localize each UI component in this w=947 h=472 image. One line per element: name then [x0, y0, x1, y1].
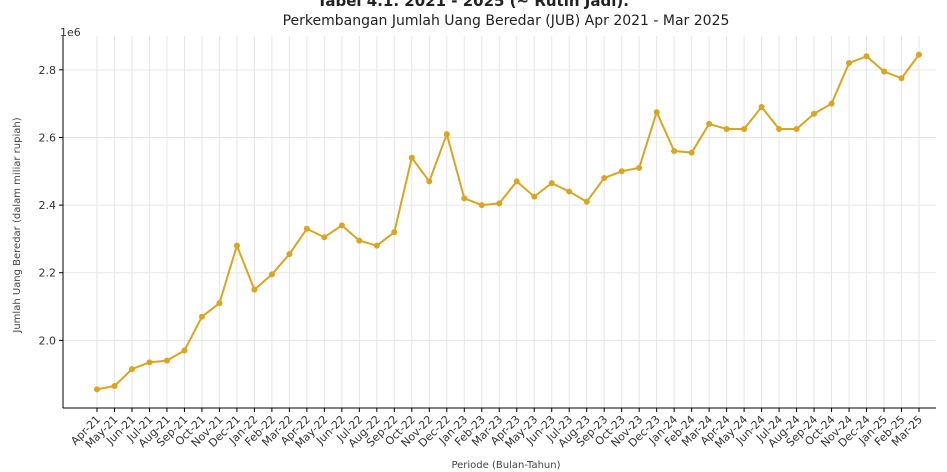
series-line [96, 54, 920, 391]
data-point [496, 200, 503, 207]
data-point [618, 168, 625, 175]
data-point [233, 242, 240, 249]
y-axis-label: Jumlah Uang Beredar (dalam miliar rupiah… [12, 117, 23, 333]
data-point [671, 147, 678, 154]
data-point [268, 271, 275, 278]
y-tick-label: 2.8 [39, 64, 57, 77]
data-point [583, 198, 590, 205]
data-point [531, 193, 538, 200]
data-point [338, 222, 345, 229]
data-point [478, 202, 485, 209]
data-point [163, 357, 170, 364]
tick-labels: 2.02.22.42.62.8Apr-21May-21Jun-21Jul-21A… [39, 64, 926, 451]
y-tick-label: 2.0 [39, 334, 57, 347]
data-point [793, 126, 800, 132]
data-point [146, 359, 153, 366]
data-point [303, 225, 310, 232]
data-point [181, 347, 188, 354]
data-point [723, 126, 730, 132]
data-point [898, 75, 905, 82]
data-point [881, 68, 888, 75]
data-point [706, 120, 713, 127]
data-point [566, 188, 573, 195]
y-offset-label: 1e6 [60, 26, 81, 39]
data-point [758, 104, 765, 111]
data-point [94, 386, 100, 393]
data-point [426, 178, 433, 185]
data-point [601, 175, 608, 182]
data-point [636, 164, 643, 171]
data-point [373, 242, 380, 249]
y-tick-label: 2.4 [39, 199, 57, 212]
data-point [286, 251, 293, 258]
data-point [128, 366, 135, 373]
data-point [198, 313, 205, 320]
data-point [688, 149, 695, 156]
data-point [548, 180, 555, 187]
data-point [408, 154, 415, 161]
data-point [461, 195, 468, 202]
data-point [776, 126, 783, 132]
grid-lines [63, 36, 936, 408]
y-tick-label: 2.2 [39, 267, 57, 280]
chart-title: Perkembangan Jumlah Uang Beredar (JUB) A… [283, 13, 730, 29]
data-point [356, 237, 363, 244]
data-point [741, 126, 748, 132]
data-point [846, 60, 853, 67]
data-point [653, 109, 660, 116]
data-point [443, 131, 450, 138]
data-point [321, 234, 328, 241]
data-point [513, 178, 520, 185]
data-point [391, 229, 398, 236]
data-point [216, 300, 223, 307]
data-point [251, 286, 258, 293]
y-tick-label: 2.6 [39, 131, 57, 144]
series-layer [94, 51, 922, 393]
data-point [916, 51, 922, 58]
x-axis-label: Periode (Bulan-Tahun) [451, 460, 560, 471]
data-point [828, 100, 835, 107]
data-point [811, 110, 818, 117]
clipped-heading: Tabel 4.1. 2021 - 2025 (~ Rutin Jadi). [317, 0, 629, 10]
data-point [863, 53, 870, 60]
data-point [111, 383, 118, 390]
